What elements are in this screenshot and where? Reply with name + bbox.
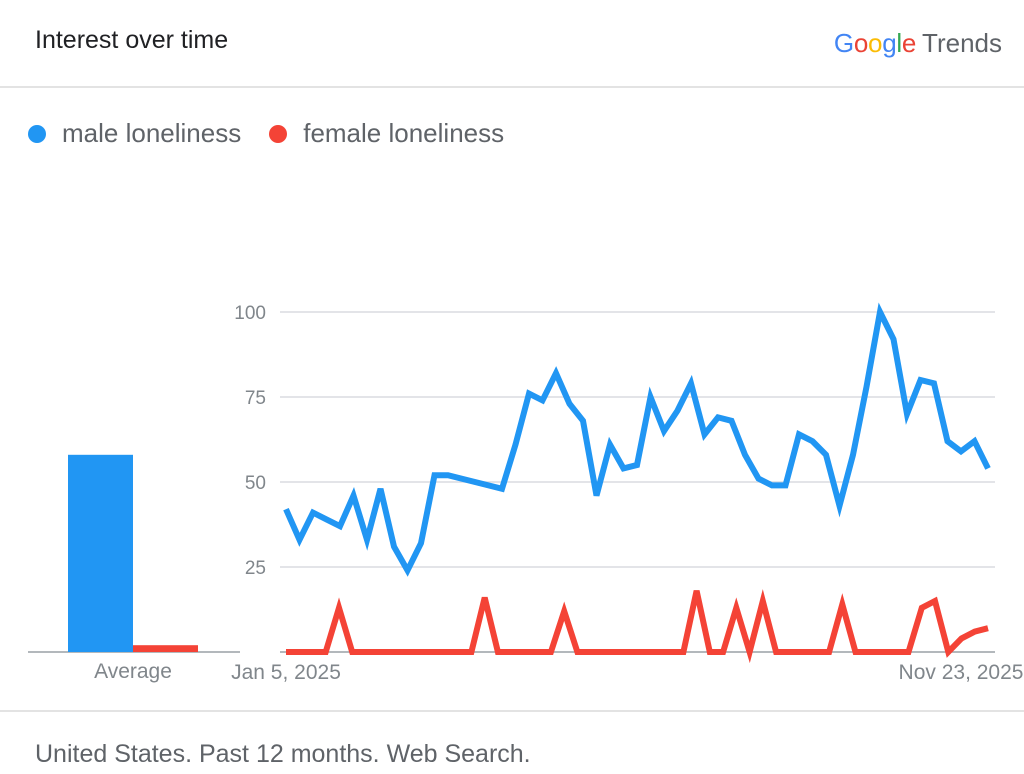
x-tick-label-start: Jan 5, 2025 [231,661,341,684]
page-title: Interest over time [35,26,229,54]
y-tick-label: 50 [245,473,266,494]
series-line-female [286,589,989,664]
google-trends-logo[interactable]: Google Trends [834,28,1002,59]
footer-divider [0,710,1024,712]
legend-dot-male [28,124,46,143]
interest-chart[interactable]: 25 50 75 100 Jan 5, 2025 Nov 23, 2025 Average [0,0,1024,710]
brand-google: Google [834,28,916,58]
legend-label-female: female loneliness [303,118,505,148]
legend-item-female[interactable]: female loneliness [269,118,504,149]
x-tick-label-end: Nov 23, 2025 [899,661,1024,684]
brand-google-letter: g [882,28,897,58]
average-bar-female [133,645,198,652]
y-tick-label: 25 [245,558,266,579]
brand-google-letter: o [853,28,869,58]
series-line-male [283,302,991,577]
legend-label-male: male loneliness [62,118,242,148]
brand-google-letter: e [901,28,917,58]
brand-google-letter: l [896,28,902,58]
brand-google-letter: G [833,28,854,58]
legend: male loneliness female loneliness [28,118,532,149]
brand-google-letter: o [868,28,883,58]
average-bar-male [68,454,133,652]
legend-item-male[interactable]: male loneliness [28,118,241,149]
brand-trends: Trends [922,28,1002,58]
legend-dot-female [269,124,288,143]
y-tick-label: 75 [245,388,266,409]
average-label: Average [94,660,172,683]
y-tick-label: 100 [234,303,266,324]
header: Interest over time Google Trends [0,0,1024,88]
footer-text: United States. Past 12 months. Web Searc… [35,740,531,768]
